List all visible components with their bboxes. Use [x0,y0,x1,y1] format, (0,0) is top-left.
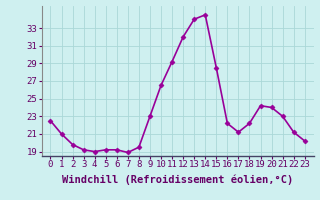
X-axis label: Windchill (Refroidissement éolien,°C): Windchill (Refroidissement éolien,°C) [62,175,293,185]
